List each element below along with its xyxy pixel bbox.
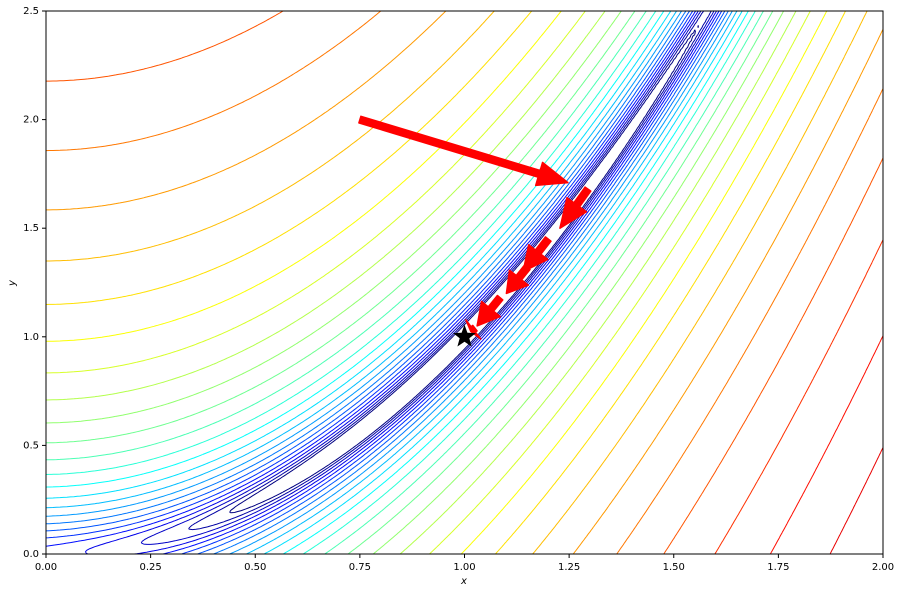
step-arrow (522, 236, 552, 273)
contour-line (46, 11, 797, 554)
contour-line (46, 11, 868, 554)
x-tick-label: 1.25 (558, 562, 580, 573)
y-tick-label: 0.5 (23, 440, 39, 451)
step-arrow (559, 186, 592, 229)
contour-line (714, 239, 883, 554)
x-tick-label: 0.00 (35, 562, 57, 573)
y-tick-label: 0.0 (23, 549, 39, 560)
contour-line (46, 11, 749, 554)
step-arrow (465, 319, 482, 340)
y-tick-label: 1.5 (23, 223, 39, 234)
contour-line (140, 11, 715, 545)
contour-line (46, 11, 883, 554)
step-arrow (476, 294, 504, 327)
x-tick-label: 0.25 (139, 562, 161, 573)
minimum-marker (453, 324, 476, 347)
y-tick-label: 2.0 (23, 115, 39, 126)
x-tick-label: 1.00 (453, 562, 475, 573)
contour-line (829, 447, 883, 554)
y-axis-label: y (7, 279, 18, 287)
x-tick-label: 1.50 (663, 562, 685, 573)
x-tick-label: 1.75 (767, 562, 789, 573)
contour-line (84, 11, 717, 554)
contour-line (46, 11, 883, 554)
x-tick-label: 0.50 (244, 562, 266, 573)
x-axis-label: x (460, 576, 467, 587)
step-arrow (358, 115, 569, 187)
contour-line (46, 11, 883, 554)
contour-line (46, 11, 828, 554)
x-tick-label: 2.00 (872, 562, 894, 573)
y-tick-label: 2.5 (23, 6, 39, 17)
contour-line (769, 335, 883, 554)
step-arrow (505, 264, 531, 295)
contour-line (46, 11, 729, 554)
x-tick-label: 0.75 (349, 562, 371, 573)
y-tick-label: 1.0 (23, 332, 39, 343)
